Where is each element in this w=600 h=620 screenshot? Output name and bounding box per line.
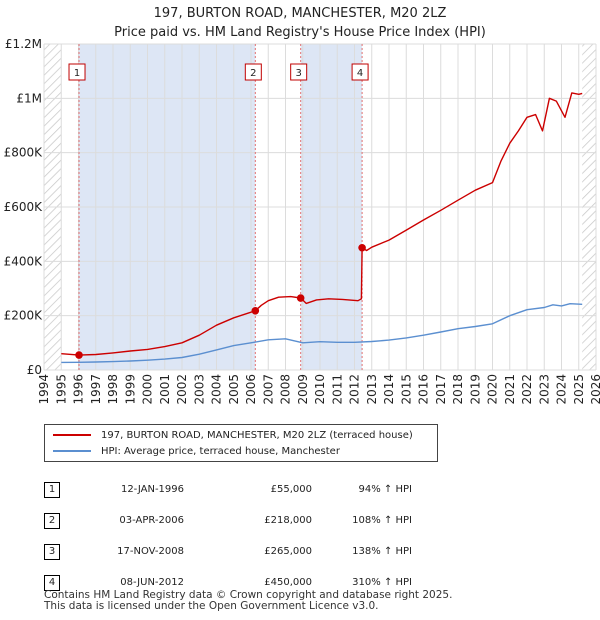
chart-subtitle: Price paid vs. HM Land Registry's House …: [114, 25, 486, 40]
x-tick-label: 2018: [451, 374, 465, 405]
legend-swatch-hpi: [53, 450, 91, 452]
x-tick-label: 2003: [192, 374, 206, 405]
footer-copyright: Contains HM Land Registry data © Crown c…: [44, 589, 453, 601]
x-tick-label: 2002: [175, 374, 189, 405]
x-tick-label: 2014: [382, 374, 396, 405]
x-tick-label: 2022: [520, 374, 534, 405]
footer-attribution: Contains HM Land Registry data © Crown c…: [44, 590, 452, 612]
x-tick-label: 2016: [417, 374, 431, 405]
transaction-date: 12-JAN-1996: [120, 484, 184, 495]
x-tick-label: 1994: [37, 374, 51, 405]
x-tick-label: 2013: [365, 374, 379, 405]
x-tick-label: 1998: [106, 374, 120, 405]
marker-box: [244, 63, 262, 81]
table-row: 2 03-APR-2006 £218,000 108% ↑ HPI: [44, 505, 412, 536]
y-tick-label: £1M: [16, 91, 42, 105]
transactions-table: 1 12-JAN-1996 £55,000 94% ↑ HPI 2 03-APR…: [44, 474, 412, 598]
x-tick-label: 2010: [313, 374, 327, 405]
table-row: 1 12-JAN-1996 £55,000 94% ↑ HPI: [44, 474, 412, 505]
marker-label: 2: [250, 68, 256, 79]
sale-point: [251, 306, 260, 315]
x-tick-label: 2015: [399, 374, 413, 405]
x-tick-label: 2025: [572, 374, 586, 405]
series-line: [61, 92, 583, 356]
marker-label: 4: [357, 68, 363, 79]
x-tick-label: 2019: [468, 374, 482, 405]
transaction-price: £218,000: [264, 515, 312, 526]
x-tick-label: 2000: [141, 374, 155, 405]
x-tick-label: 1997: [89, 374, 103, 405]
x-tick-label: 2017: [434, 374, 448, 405]
sale-point: [358, 243, 366, 252]
legend-item-price: 197, BURTON ROAD, MANCHESTER, M20 2LZ (t…: [53, 429, 413, 443]
price-chart: 1 2 3 4 £0 £200K £400K £600K £800K £1M £1.2M 1994…: [4, 37, 600, 405]
y-tick-label: £800K: [4, 146, 44, 160]
footer-licence: This data is licensed under the Open Gov…: [44, 600, 379, 612]
x-tick-label: 2024: [555, 374, 569, 405]
transaction-price: £450,000: [264, 577, 312, 588]
sale-point: [296, 294, 305, 302]
marker-label: 3: [295, 68, 301, 79]
table-row: 3 17-NOV-2008 £265,000 138% ↑ HPI: [44, 536, 412, 567]
transaction-hpi: 94% ↑ HPI: [358, 484, 412, 495]
legend: 197, BURTON ROAD, MANCHESTER, M20 2LZ (t…: [44, 424, 438, 462]
marker-badge: 2: [44, 512, 60, 529]
series-line: [61, 303, 583, 364]
marker-badge: 4: [44, 574, 60, 591]
marker-box: [290, 63, 308, 81]
x-tick-label: 2007: [261, 374, 275, 405]
table-row: 4 08-JUN-2012 £450,000 310% ↑ HPI: [44, 567, 412, 598]
transaction-hpi: 310% ↑ HPI: [352, 577, 412, 588]
transaction-date: 03-APR-2006: [119, 515, 184, 526]
x-tick-label: 1995: [54, 374, 68, 405]
x-tick-label: 2011: [330, 374, 344, 405]
legend-swatch-price: [53, 434, 91, 436]
y-tick-label: £0: [27, 363, 42, 377]
transaction-price: £55,000: [270, 484, 312, 495]
marker-box: [351, 63, 369, 81]
sale-point: [75, 351, 83, 359]
legend-label-price: 197, BURTON ROAD, MANCHESTER, M20 2LZ (t…: [101, 430, 413, 441]
marker-badge: 3: [44, 543, 60, 560]
marker-box: [68, 63, 86, 81]
x-tick-label: 2021: [503, 374, 517, 405]
x-tick-label: 2009: [296, 374, 310, 405]
y-tick-label: £400K: [4, 254, 44, 268]
x-tick-label: 1996: [72, 374, 86, 405]
x-tick-label: 1999: [123, 374, 137, 405]
y-tick-label: £1.2M: [5, 37, 42, 51]
legend-item-hpi: HPI: Average price, terraced house, Manc…: [53, 445, 340, 459]
transaction-price: £265,000: [264, 546, 312, 557]
transaction-date: 17-NOV-2008: [117, 546, 184, 557]
x-tick-label: 2023: [537, 374, 551, 405]
x-tick-label: 2020: [486, 374, 500, 405]
x-tick-label: 2026: [589, 374, 600, 405]
marker-label: 1: [74, 68, 80, 79]
y-tick-label: £600K: [4, 200, 44, 214]
x-tick-label: 2008: [279, 374, 293, 405]
marker-badge: 1: [44, 481, 60, 498]
transaction-hpi: 108% ↑ HPI: [352, 515, 412, 526]
x-tick-label: 2006: [244, 374, 258, 405]
x-tick-label: 2001: [158, 374, 172, 405]
chart-title: 197, BURTON ROAD, MANCHESTER, M20 2LZ: [153, 6, 447, 21]
x-tick-label: 2004: [210, 374, 224, 405]
x-tick-label: 2012: [348, 374, 362, 405]
x-tick-label: 2005: [227, 374, 241, 405]
transaction-date: 08-JUN-2012: [120, 577, 184, 588]
transaction-hpi: 138% ↑ HPI: [352, 546, 412, 557]
y-tick-label: £200K: [4, 309, 44, 323]
legend-label-hpi: HPI: Average price, terraced house, Manc…: [101, 446, 340, 457]
